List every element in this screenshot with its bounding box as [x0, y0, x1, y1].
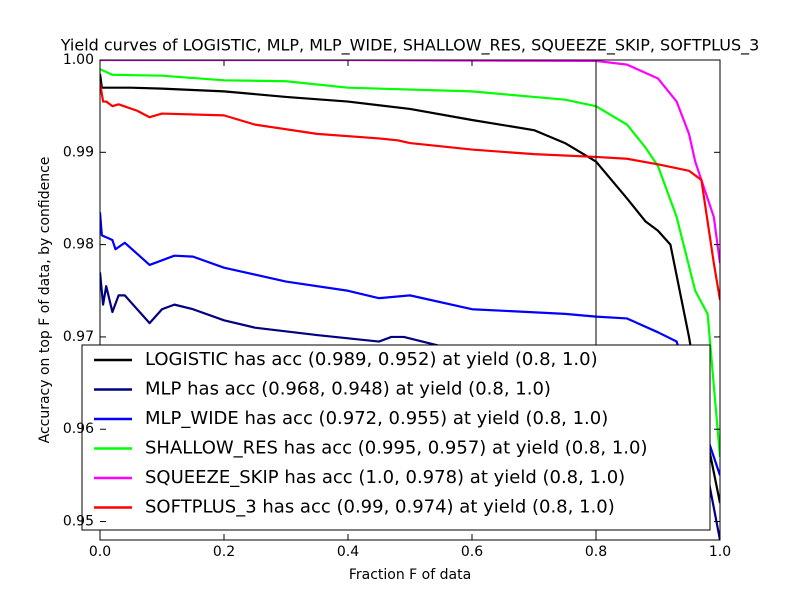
- legend-label: MLP_WIDE has acc (0.972, 0.955) at yield…: [145, 408, 608, 429]
- legend-label: SOFTPLUS_3 has acc (0.99, 0.974) at yiel…: [145, 497, 615, 518]
- series-line: [100, 82, 720, 301]
- x-tick-label: 0.8: [585, 544, 607, 560]
- series-line: [100, 212, 720, 476]
- x-tick-label: 0.2: [213, 544, 235, 560]
- legend-label: MLP has acc (0.968, 0.948) at yield (0.8…: [145, 379, 551, 400]
- y-tick-label: 0.99: [63, 144, 94, 160]
- legend-label: SQUEEZE_SKIP has acc (1.0, 0.978) at yie…: [145, 467, 625, 488]
- legend-label: LOGISTIC has acc (0.989, 0.952) at yield…: [145, 349, 598, 370]
- series-line: [100, 68, 720, 458]
- x-axis-label: Fraction F of data: [349, 567, 471, 583]
- x-tick-label: 0.0: [89, 544, 111, 560]
- y-tick-label: 0.95: [63, 514, 94, 530]
- legend-label: SHALLOW_RES has acc (0.995, 0.957) at yi…: [145, 438, 647, 459]
- legend-box: [81, 344, 711, 531]
- plot-frame: [99, 59, 721, 541]
- y-tick-label: 0.97: [63, 329, 94, 345]
- series-line: [100, 60, 720, 264]
- y-axis-label: Accuracy on top F of data, by confidence: [37, 157, 53, 444]
- y-tick-label: 0.96: [63, 421, 94, 437]
- y-tick-label: 1.00: [63, 52, 94, 68]
- series-line: [100, 73, 720, 504]
- y-tick-label: 0.98: [63, 237, 94, 253]
- legend: LOGISTIC has acc (0.989, 0.952) at yield…: [81, 344, 711, 531]
- x-tick-label: 0.6: [461, 544, 483, 560]
- x-tick-label: 1.0: [709, 544, 731, 560]
- chart-title: Yield curves of LOGISTIC, MLP, MLP_WIDE,…: [60, 36, 760, 56]
- x-tick-label: 0.4: [337, 544, 359, 560]
